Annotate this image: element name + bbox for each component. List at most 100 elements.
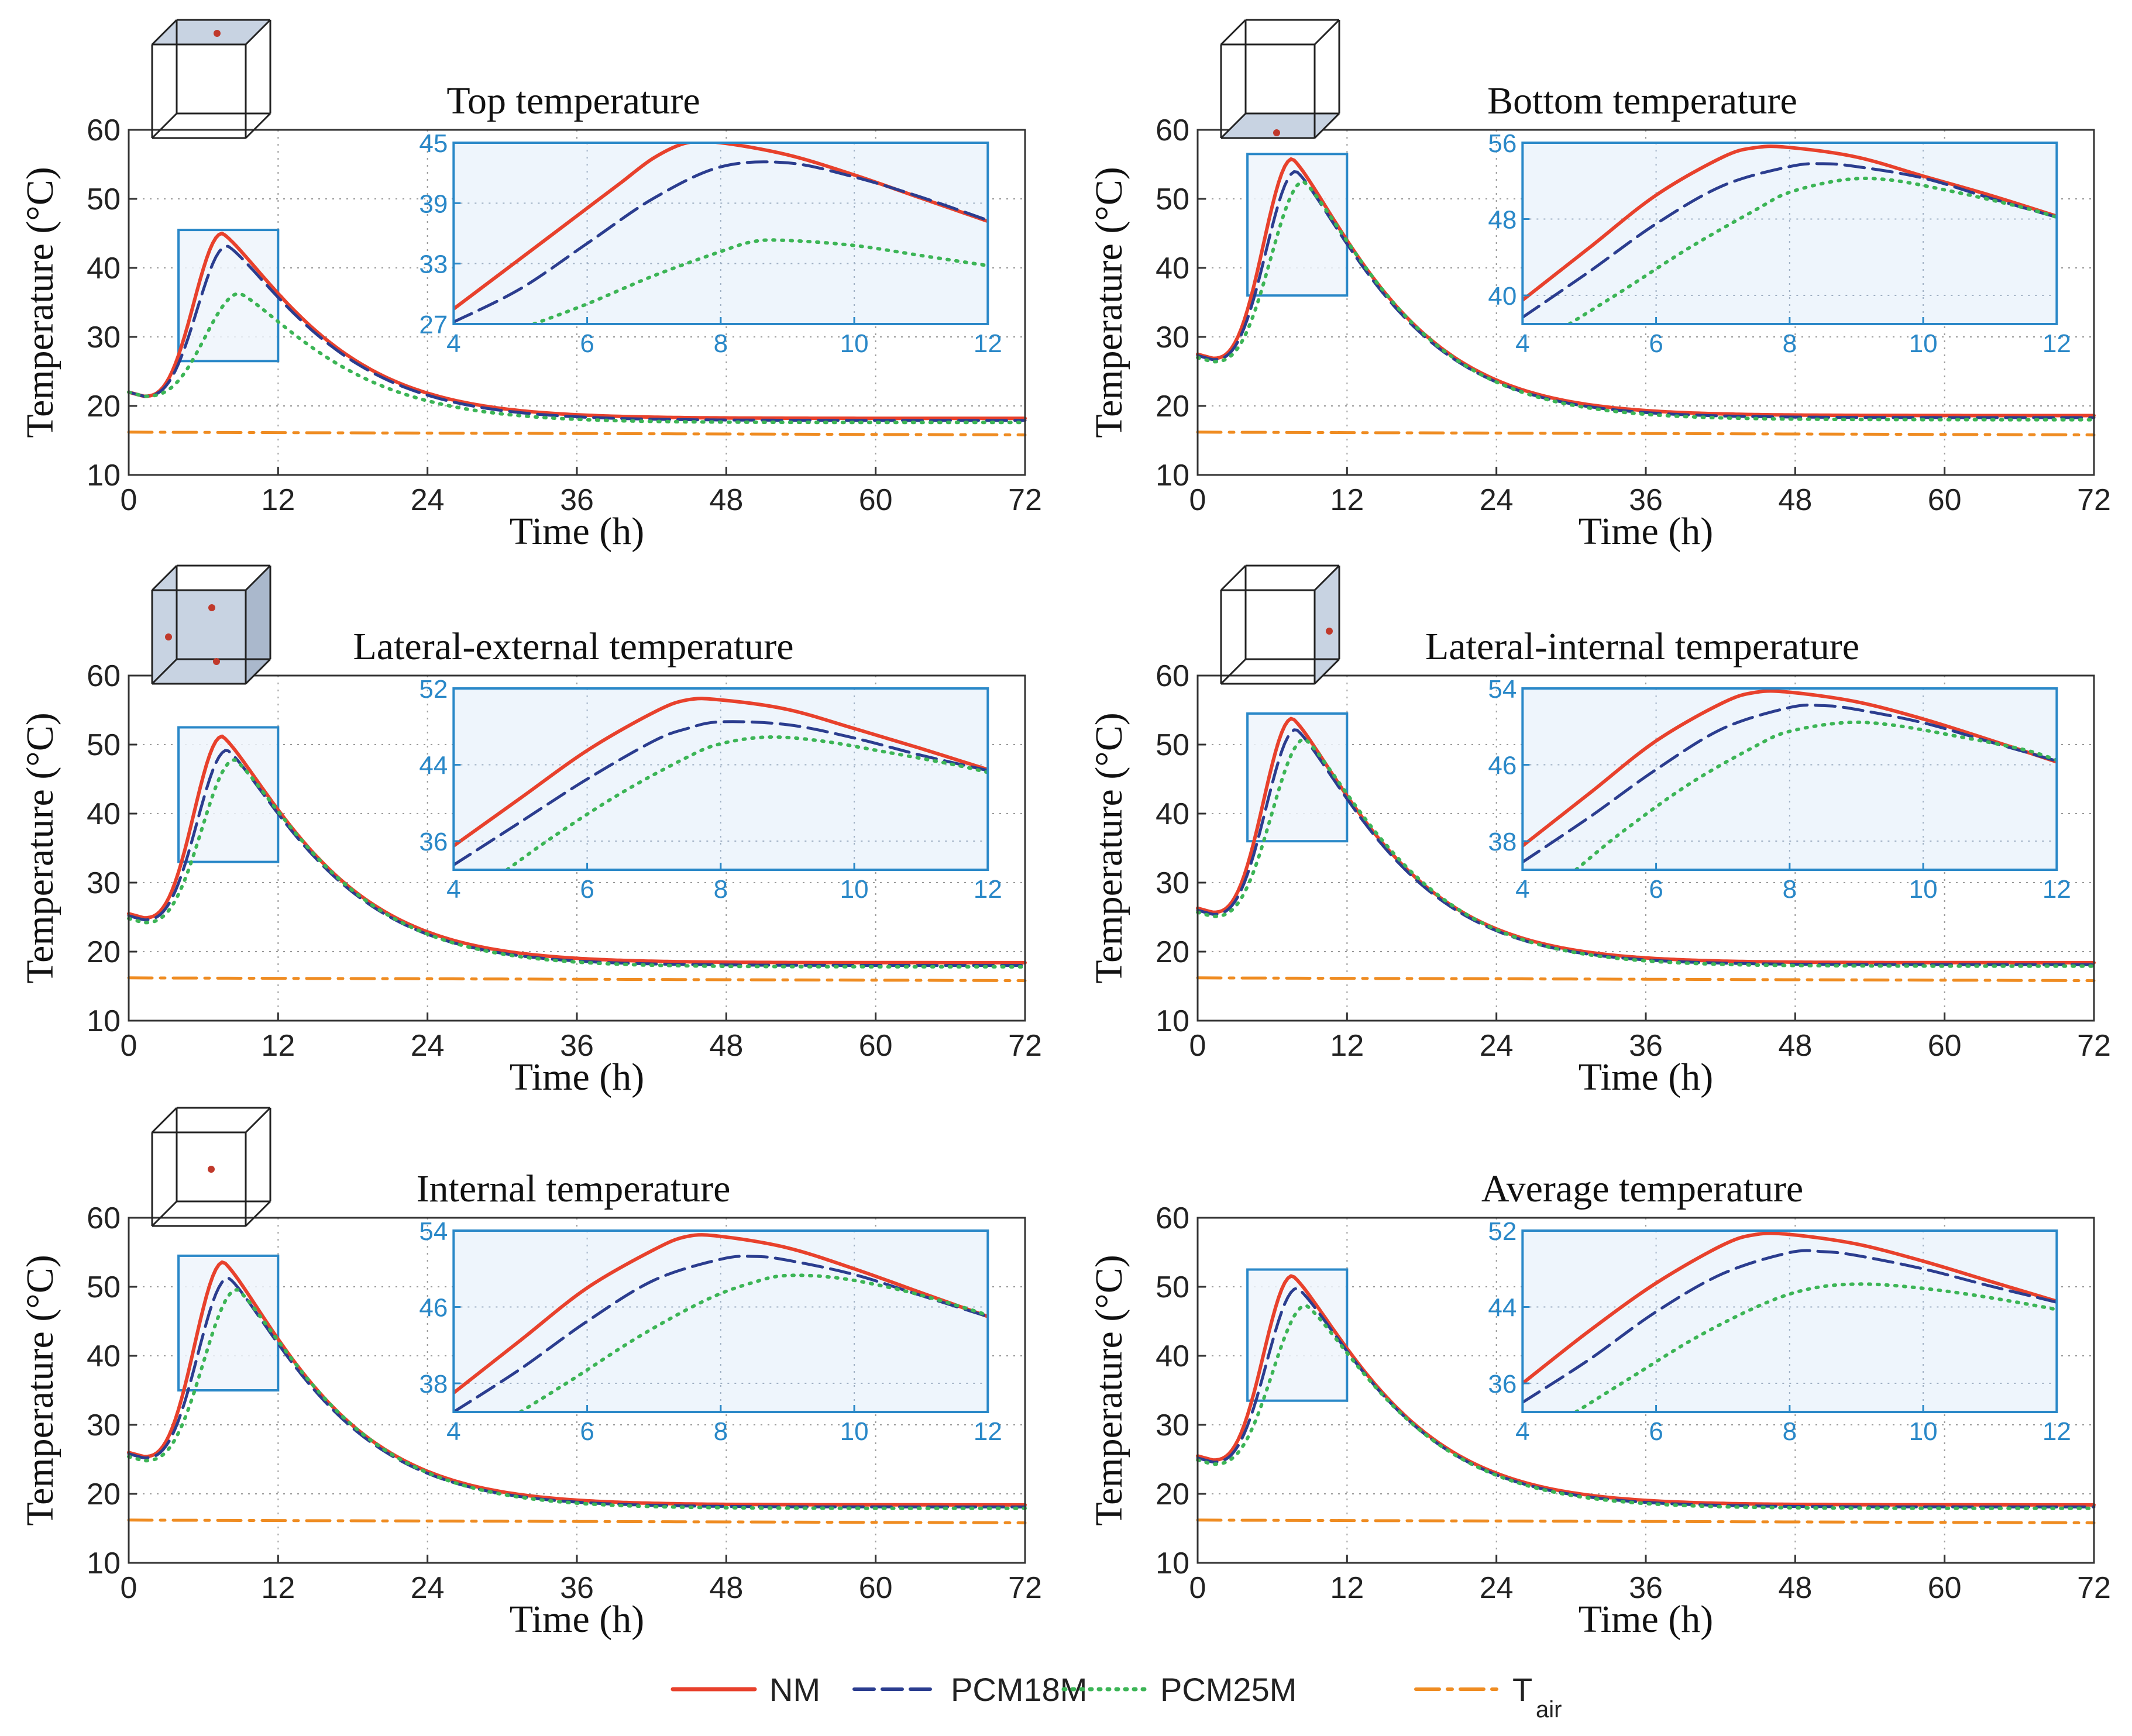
icon-edge [1313, 564, 1340, 591]
x-tick-label: 24 [411, 1571, 445, 1605]
x-tick-label: 0 [1189, 1571, 1206, 1605]
y-tick-label: 50 [87, 1270, 121, 1304]
y-tick-label: 60 [1156, 1201, 1189, 1235]
inset-background [1522, 143, 2057, 324]
inset-x-tick-label: 10 [1909, 1417, 1938, 1446]
inset-y-tick-label: 33 [419, 250, 448, 279]
internal-center-sensor-icon [151, 1107, 271, 1227]
y-tick-label: 30 [1156, 321, 1189, 354]
series-line-nm [127, 734, 1027, 965]
inset-x-tick-label: 10 [840, 329, 869, 358]
inset-x-tick-label: 4 [1515, 1417, 1529, 1446]
panel-title: Bottom temperature [1487, 80, 1797, 122]
x-tick-label: 48 [1778, 1571, 1812, 1605]
inset-y-tick-label: 52 [1488, 1217, 1517, 1246]
legend-label: T [1512, 1671, 1532, 1708]
inset-x-tick-label: 6 [580, 1417, 594, 1446]
inset-series [1522, 689, 2057, 870]
inset-series [1522, 1231, 2057, 1412]
y-tick-label: 10 [87, 1004, 121, 1038]
y-tick-label: 50 [1156, 728, 1189, 762]
x-tick-label: 72 [1008, 483, 1042, 517]
icon-edge [151, 1200, 178, 1227]
inset-y-tick-label: 27 [419, 311, 448, 339]
inset-x-tick-label: 12 [2042, 875, 2071, 904]
inset-series-line-nm [453, 143, 988, 311]
panel-title: Lateral-external temperature [353, 625, 793, 668]
x-tick-label: 12 [1330, 483, 1364, 517]
inset-y-tick-label: 56 [1488, 129, 1517, 158]
inset-x-tick-label: 12 [2042, 329, 2071, 358]
panel-title: Top temperature [446, 80, 700, 122]
inset-series-line-pcm18m [1522, 1249, 2057, 1404]
series-line-nm [1196, 717, 2096, 965]
inset-series-line-pcm25m [1574, 720, 2057, 870]
y-axis-label: Temperature (°C) [19, 167, 61, 438]
inset-series-line-pcm18m [453, 1255, 988, 1412]
icon-face [152, 566, 177, 684]
inset-x-tick-label: 12 [974, 329, 1002, 358]
sensor-dot [208, 1166, 215, 1173]
inset-series-line-pcm25m [505, 735, 988, 870]
x-axis-label: Time (h) [1579, 1056, 1713, 1098]
inset-y-tick-label: 48 [1488, 206, 1517, 235]
icon-face [246, 566, 270, 684]
x-tick-label: 0 [121, 1029, 137, 1063]
y-tick-label: 60 [87, 1201, 121, 1235]
x-tick-label: 60 [859, 483, 893, 517]
y-tick-label: 30 [87, 1408, 121, 1442]
inset-average: 4 6 8 10 12 36 44 52 [1488, 1217, 2071, 1446]
x-tick-label: 36 [560, 1029, 594, 1063]
y-tick-label: 20 [87, 390, 121, 423]
inset-series [453, 143, 988, 324]
x-axis-label: Time (h) [1579, 1598, 1713, 1641]
inset-x-tick-label: 10 [840, 875, 869, 904]
inset-x-tick-label: 8 [714, 1417, 728, 1446]
icon-face [1315, 566, 1339, 684]
x-tick-label: 12 [261, 483, 295, 517]
x-tick-label: 12 [1330, 1029, 1364, 1063]
x-tick-label: 72 [1008, 1571, 1042, 1605]
legend-label: NM [769, 1671, 820, 1708]
inset-y-tick-label: 52 [419, 675, 448, 704]
x-tick-label: 0 [1189, 1029, 1206, 1063]
y-tick-label: 30 [87, 321, 121, 354]
icon-edge [245, 19, 271, 46]
zoom-region-box [1246, 1268, 1349, 1402]
inset-y-tick-label: 45 [419, 129, 448, 158]
y-tick-label: 40 [1156, 252, 1189, 285]
x-tick-label: 72 [2077, 1029, 2111, 1063]
x-tick-label: 0 [121, 483, 137, 517]
sensor-dot [214, 30, 221, 37]
inset-x-tick-label: 4 [446, 875, 460, 904]
inset-background [453, 143, 988, 324]
y-tick-label: 10 [87, 1546, 121, 1580]
series-line-pcm18m [127, 244, 1027, 422]
x-tick-label: 72 [2077, 483, 2111, 517]
icon-edge [151, 19, 178, 46]
zoom-region-box [1246, 153, 1349, 297]
icon-edge [1220, 658, 1247, 685]
y-tick-label: 10 [1156, 1546, 1189, 1580]
inset-x-tick-label: 6 [1649, 1417, 1663, 1446]
inset-series-line-pcm18m [453, 160, 988, 324]
inset-background [1522, 1231, 2057, 1412]
x-tick-label: 72 [1008, 1029, 1042, 1063]
inset-y-tick-label: 39 [419, 190, 448, 218]
y-tick-label: 40 [87, 252, 121, 285]
y-tick-label: 20 [1156, 1477, 1189, 1511]
sensor-dot [1326, 628, 1333, 635]
series-line-pcm18m [1196, 170, 2096, 419]
icon-edge [245, 1200, 271, 1227]
icon-edge [151, 112, 178, 139]
y-axis-label: Temperature (°C) [19, 1255, 61, 1525]
inset-series-line-nm [1522, 144, 2057, 302]
inset-background [1522, 688, 2057, 870]
inset-series [1522, 144, 2057, 324]
inset-bottom: 4 6 8 10 12 40 48 56 [1488, 129, 2071, 358]
y-tick-label: 40 [87, 797, 121, 831]
